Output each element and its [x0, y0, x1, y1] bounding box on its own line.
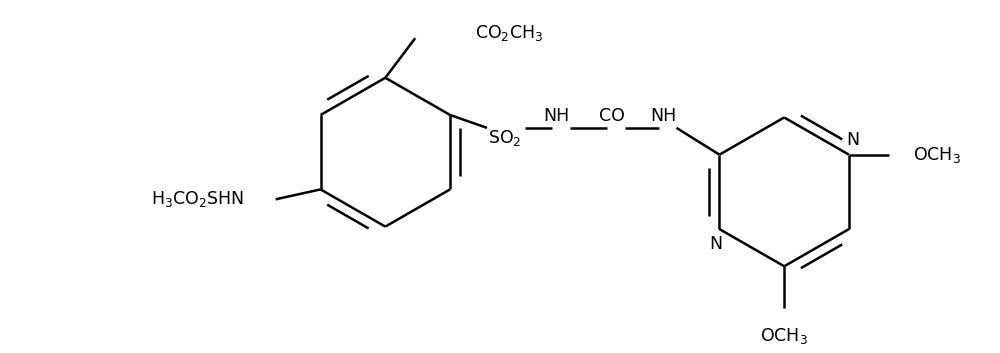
- Text: N: N: [709, 235, 722, 253]
- Text: OCH$_3$: OCH$_3$: [913, 145, 961, 164]
- Text: SO$_2$: SO$_2$: [488, 128, 522, 148]
- Text: N: N: [846, 131, 860, 149]
- Text: NH: NH: [544, 107, 570, 125]
- Text: OCH$_3$: OCH$_3$: [760, 326, 808, 346]
- Text: CO: CO: [599, 107, 625, 125]
- Text: H$_3$CO$_2$SHN: H$_3$CO$_2$SHN: [151, 189, 244, 209]
- Text: NH: NH: [650, 107, 677, 125]
- Text: CO$_2$CH$_3$: CO$_2$CH$_3$: [475, 23, 543, 43]
